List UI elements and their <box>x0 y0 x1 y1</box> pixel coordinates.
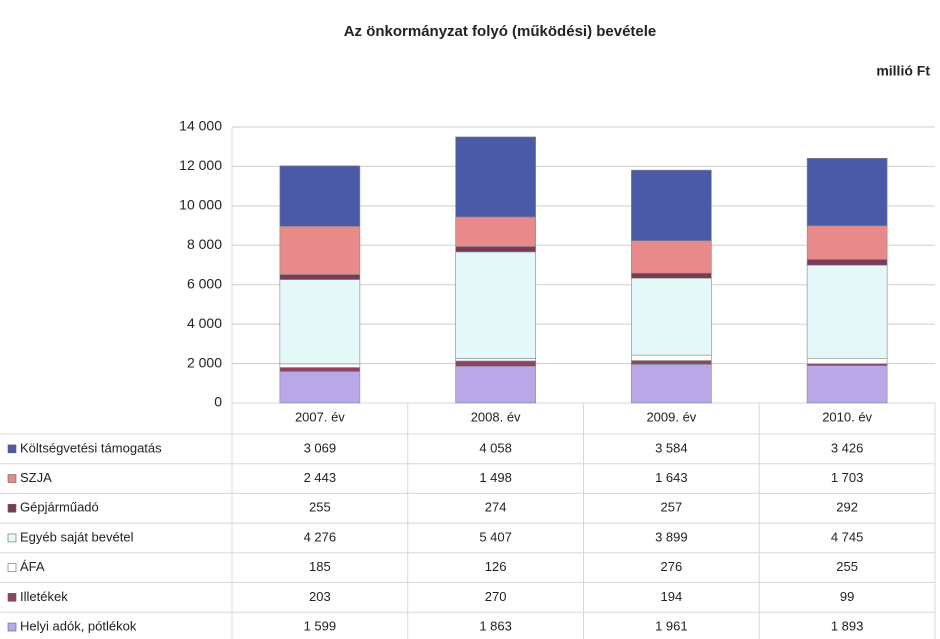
bar-segment <box>631 364 712 404</box>
bar-segment <box>279 363 361 368</box>
bar-segment <box>806 157 888 227</box>
x-tick-label: 2010. év <box>822 409 872 424</box>
bar-segment <box>631 169 712 242</box>
table-value: 270 <box>485 589 507 604</box>
bar-segment <box>279 279 361 365</box>
table-value: 3 899 <box>655 529 688 544</box>
legend-label: ÁFA <box>20 559 45 574</box>
bar-segment <box>455 216 536 247</box>
legend-swatch <box>7 563 17 572</box>
bar-segment <box>455 251 536 359</box>
y-tick-label: 12 000 <box>179 157 222 173</box>
table-value: 99 <box>840 589 854 604</box>
table-value: 4 058 <box>479 440 512 455</box>
bar-segment <box>806 358 888 365</box>
table-value: 1 961 <box>655 618 688 633</box>
table-value: 276 <box>661 559 683 574</box>
legend-swatch <box>7 533 17 543</box>
bar-segment <box>631 272 712 279</box>
bar-segment <box>455 360 536 367</box>
bar-segment <box>631 354 712 361</box>
bar-segment <box>279 274 361 280</box>
table-value: 257 <box>661 500 683 515</box>
table-value: 1 498 <box>479 470 512 485</box>
y-tick-label: 6 000 <box>187 275 222 291</box>
bar-segment <box>455 136 536 218</box>
legend-label: Gépjárműadó <box>20 500 99 515</box>
table-value: 255 <box>836 559 858 574</box>
table-value: 4 745 <box>831 529 864 544</box>
legend-swatch <box>7 622 17 632</box>
table-value: 194 <box>661 589 683 604</box>
legend-label: Illetékek <box>20 589 68 604</box>
bar-segment <box>806 225 888 260</box>
bar-segment <box>631 360 712 365</box>
legend-label: SZJA <box>20 470 52 485</box>
bar-segment <box>279 367 361 372</box>
bar-segment <box>806 259 888 266</box>
table-value: 126 <box>485 559 507 574</box>
legend-label: Helyi adók, pótlékok <box>20 618 137 633</box>
legend-swatch <box>7 503 17 513</box>
bar-segment <box>631 277 712 356</box>
table-value: 255 <box>309 500 331 515</box>
bar-segment <box>279 165 361 227</box>
table-value: 3 584 <box>655 440 688 455</box>
table-value: 1 599 <box>304 618 337 633</box>
y-tick-label: 0 <box>214 394 222 410</box>
x-tick-label: 2009. év <box>646 409 696 424</box>
table-value: 5 407 <box>479 529 512 544</box>
y-tick-label: 14 000 <box>179 118 222 134</box>
bar-segment <box>806 365 888 404</box>
legend-swatch <box>7 474 17 483</box>
bar-segment <box>631 240 712 274</box>
table-value: 2 443 <box>304 470 337 485</box>
y-tick-label: 4 000 <box>187 315 222 331</box>
unit-label: millió Ft <box>876 63 930 79</box>
table-value: 203 <box>309 589 331 604</box>
legend-label: Egyéb saját bevétel <box>20 529 134 544</box>
table-value: 1 643 <box>655 470 688 485</box>
bar-segment <box>279 371 361 404</box>
x-tick-label: 2008. év <box>471 409 521 424</box>
bar-segment <box>455 358 536 362</box>
table-value: 4 276 <box>304 529 337 544</box>
bar-segment <box>455 365 536 404</box>
y-tick-label: 8 000 <box>187 236 222 252</box>
y-tick-label: 2 000 <box>187 354 222 370</box>
bar-segment <box>806 264 888 360</box>
x-tick-label: 2007. év <box>295 409 345 424</box>
table-value: 274 <box>485 500 507 515</box>
bar-segment <box>455 246 536 253</box>
legend-label: Költségvetési támogatás <box>20 440 162 455</box>
legend-swatch <box>7 593 17 602</box>
table-value: 185 <box>309 559 331 574</box>
table-value: 1 893 <box>831 618 864 633</box>
bar-segment <box>279 226 361 275</box>
table-value: 3 069 <box>304 440 337 455</box>
y-tick-label: 10 000 <box>179 197 222 213</box>
table-value: 292 <box>836 500 858 515</box>
table-value: 1 703 <box>831 470 864 485</box>
chart-title: Az önkormányzat folyó (működési) bevétel… <box>344 23 657 40</box>
table-value: 3 426 <box>831 440 864 455</box>
table-value: 1 863 <box>479 618 512 633</box>
legend-swatch <box>7 444 17 454</box>
